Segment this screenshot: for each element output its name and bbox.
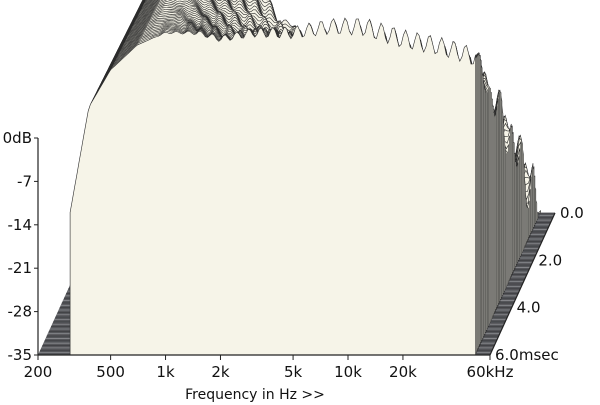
x-tick-label: 20k bbox=[389, 363, 417, 381]
x-tick-label: 500 bbox=[96, 363, 125, 381]
z-tick-label: 2.0 bbox=[538, 251, 562, 269]
y-tick-label: -21 bbox=[8, 259, 33, 277]
z-tick-label: 6.0msec bbox=[495, 346, 559, 364]
z-tick-label: 0.0 bbox=[560, 204, 584, 222]
y-tick-label: -7 bbox=[17, 172, 32, 190]
x-tick-label: 5k bbox=[284, 363, 303, 381]
y-tick-label: 0dB bbox=[3, 129, 32, 147]
x-tick-label: 200 bbox=[24, 363, 53, 381]
y-tick-label: -14 bbox=[8, 216, 33, 234]
x-tick-label: 2k bbox=[211, 363, 230, 381]
z-tick-labels: 0.0 2.0 4.0 6.0msec bbox=[495, 204, 584, 364]
chart-axes bbox=[37, 138, 556, 356]
z-axis-line bbox=[489, 212, 556, 356]
y-tick-label: -35 bbox=[8, 346, 33, 364]
x-tick-labels: 200 500 1k 2k 5k 10k 20k 60kHz bbox=[24, 355, 514, 381]
x-tick-label: 60kHz bbox=[467, 363, 514, 381]
z-tick-label: 4.0 bbox=[517, 299, 541, 317]
x-tick-label: 1k bbox=[156, 363, 175, 381]
x-axis-title: Frequency in Hz >> bbox=[185, 387, 325, 403]
y-tick-labels: 0dB -7 -14 -21 -28 -35 bbox=[3, 129, 38, 364]
decay-slice bbox=[69, 17, 476, 356]
decay-slices bbox=[69, 0, 541, 356]
y-tick-label: -28 bbox=[8, 303, 33, 321]
x-tick-label: 10k bbox=[334, 363, 362, 381]
